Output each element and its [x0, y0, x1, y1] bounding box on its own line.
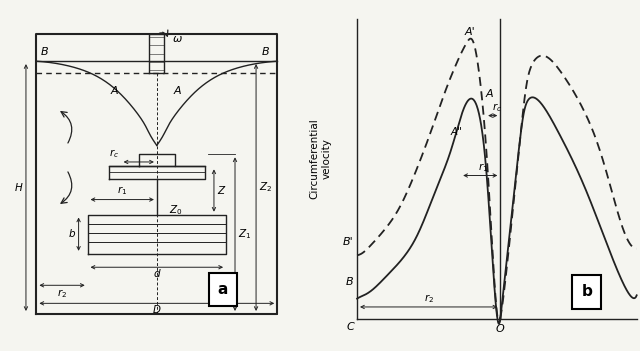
Text: $\omega$: $\omega$	[172, 34, 182, 44]
Text: $r_2$: $r_2$	[57, 287, 67, 300]
Text: Z: Z	[217, 186, 224, 196]
Text: $r_c$: $r_c$	[492, 101, 502, 114]
Text: b: b	[581, 284, 592, 299]
Text: $r_1$: $r_1$	[117, 184, 127, 197]
Text: $r_c$: $r_c$	[109, 148, 119, 160]
Text: A: A	[111, 86, 118, 96]
Text: B': B'	[343, 237, 354, 247]
Text: $Z_2$: $Z_2$	[259, 181, 272, 194]
Text: H: H	[15, 183, 23, 193]
Text: C: C	[346, 322, 354, 332]
Text: B: B	[41, 47, 49, 57]
Text: O: O	[496, 324, 504, 333]
Text: A: A	[485, 89, 493, 99]
Text: A': A'	[465, 27, 476, 38]
Text: D: D	[153, 305, 161, 315]
Text: d: d	[154, 269, 160, 279]
Text: B: B	[346, 277, 354, 287]
Text: $Z_1$: $Z_1$	[238, 227, 252, 241]
Text: Circumferential
velocity: Circumferential velocity	[310, 119, 332, 199]
Text: $r_1$: $r_1$	[479, 161, 489, 174]
Text: $r_2$: $r_2$	[424, 292, 434, 305]
Text: A: A	[174, 86, 182, 96]
Text: $Z_0$: $Z_0$	[169, 203, 182, 217]
Text: A": A"	[450, 127, 462, 137]
Text: B: B	[262, 47, 269, 57]
Text: a: a	[218, 282, 228, 297]
Text: b: b	[69, 229, 76, 239]
